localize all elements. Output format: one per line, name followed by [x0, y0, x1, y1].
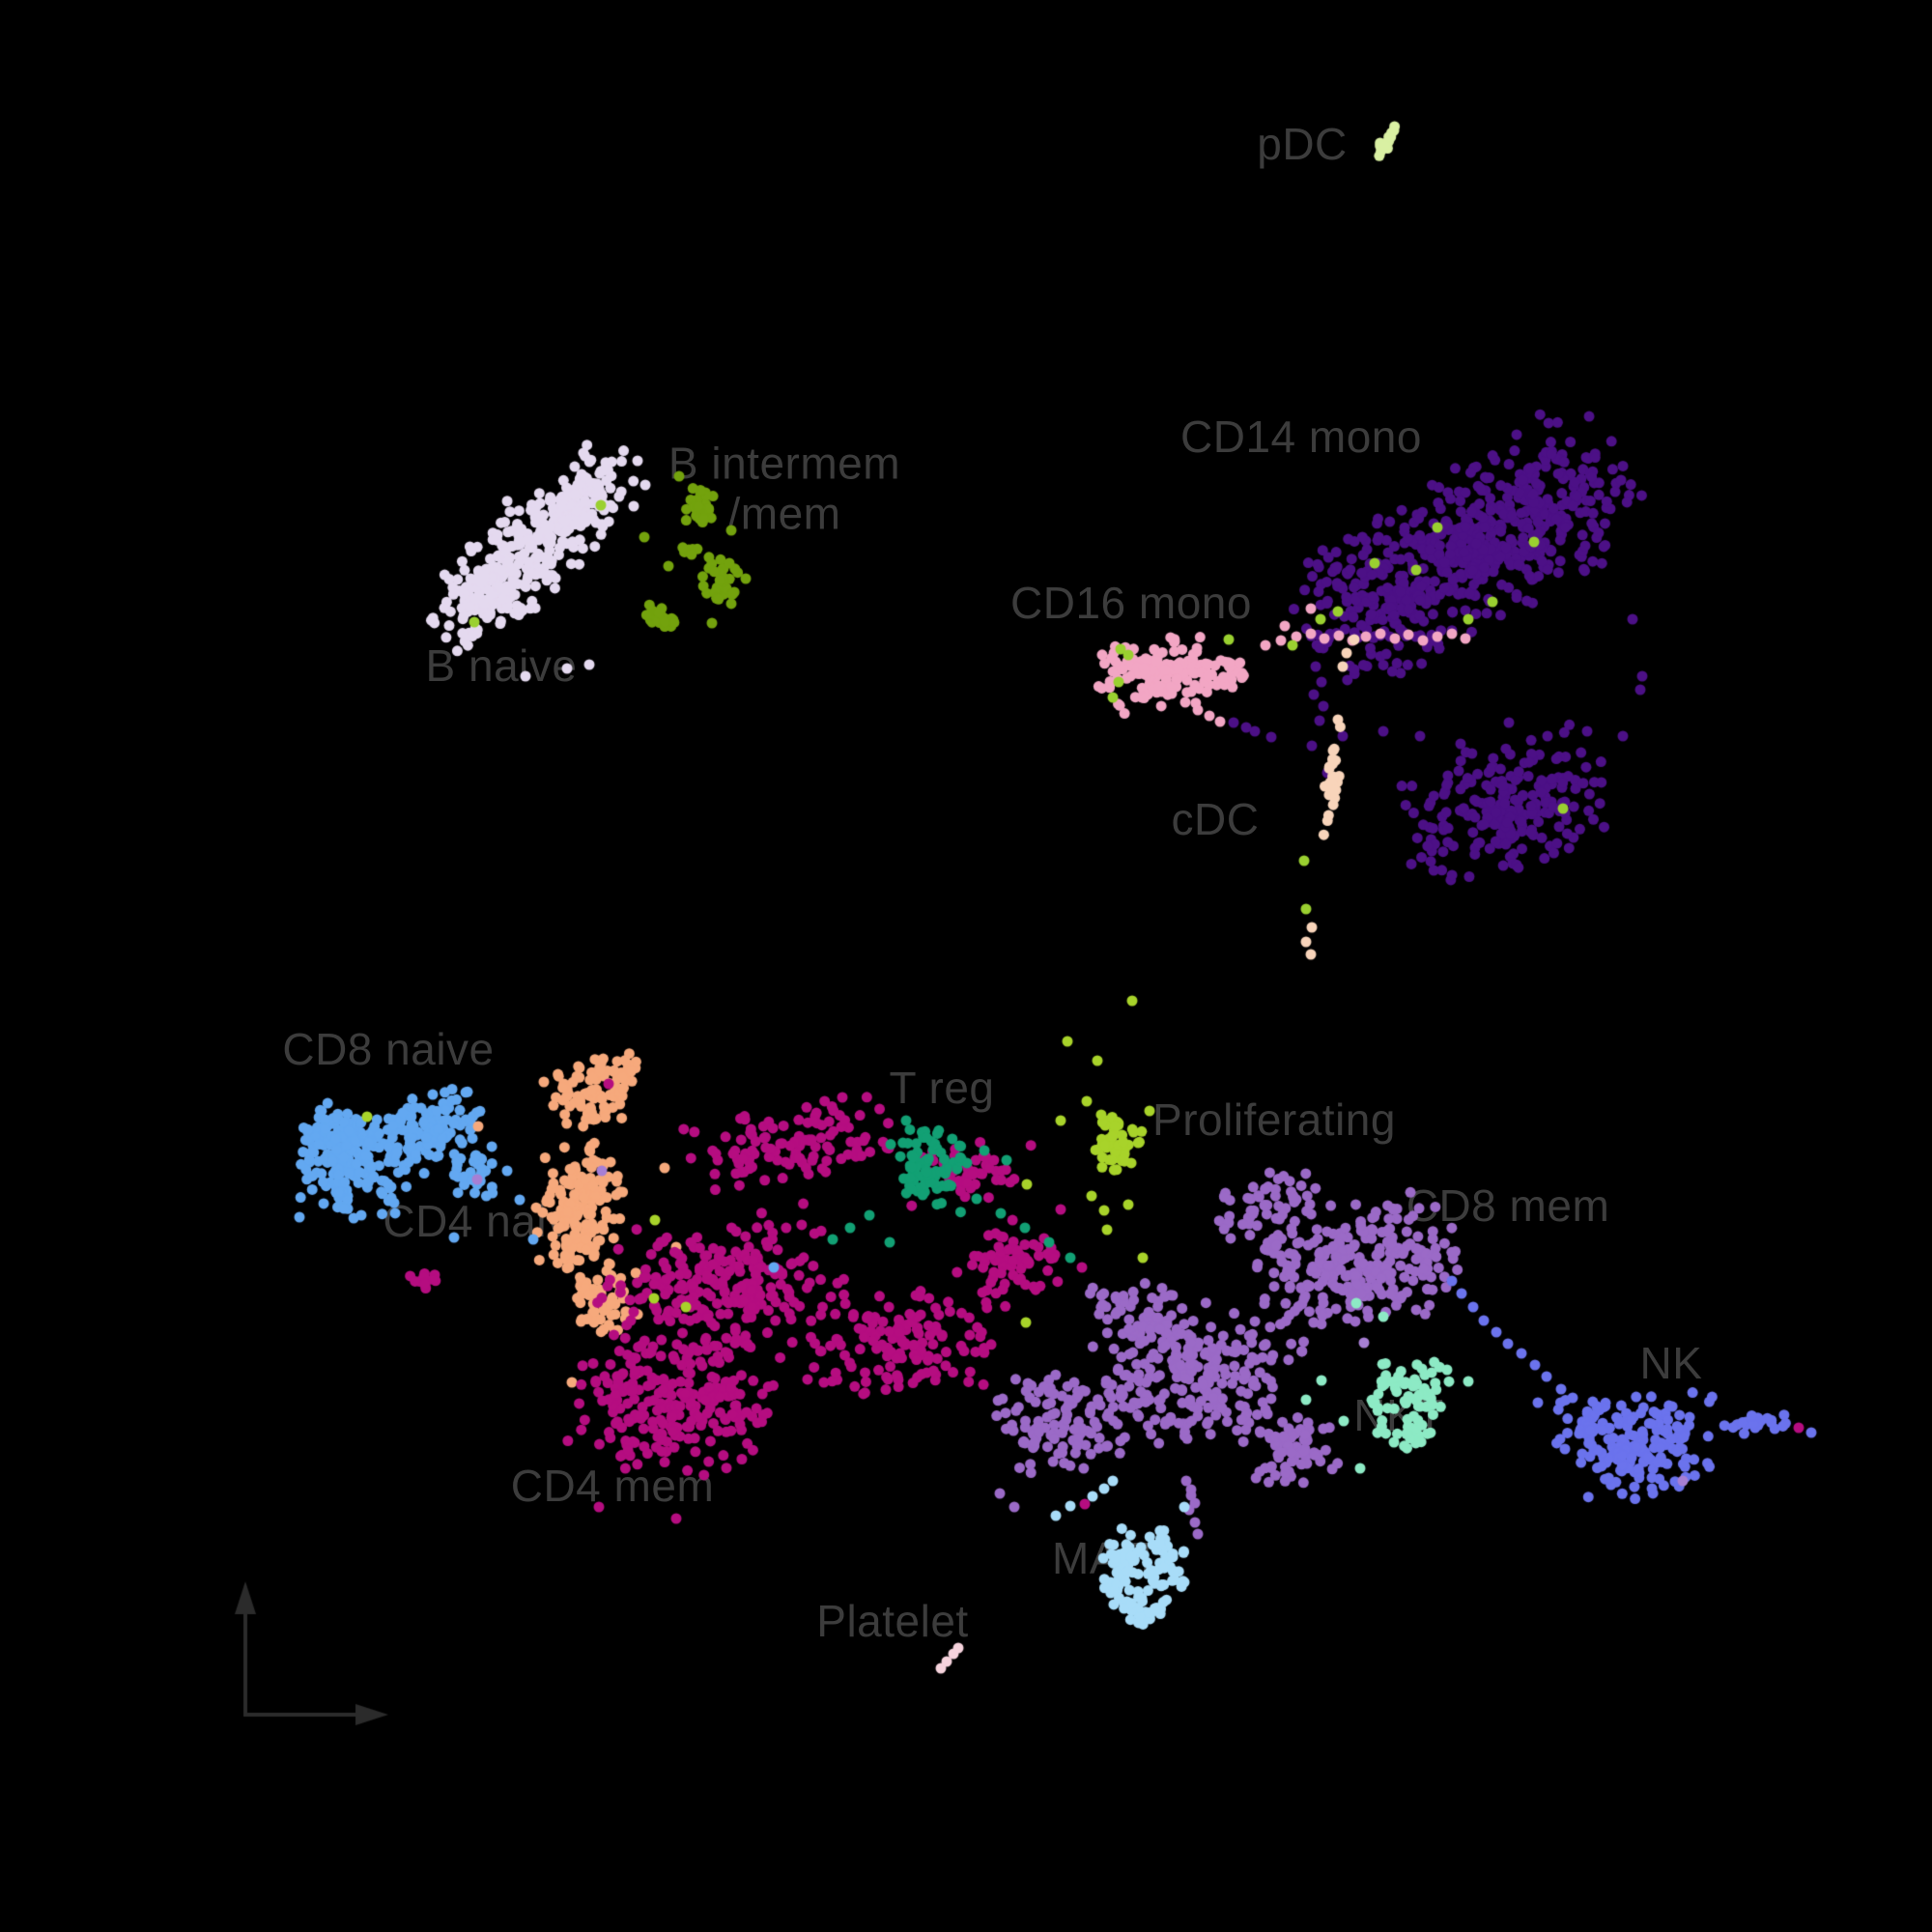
umap-scatter-canvas — [0, 0, 1932, 1932]
umap-plot: B naive B intermem /mem CD14 mono CD16 m… — [0, 0, 1932, 1932]
